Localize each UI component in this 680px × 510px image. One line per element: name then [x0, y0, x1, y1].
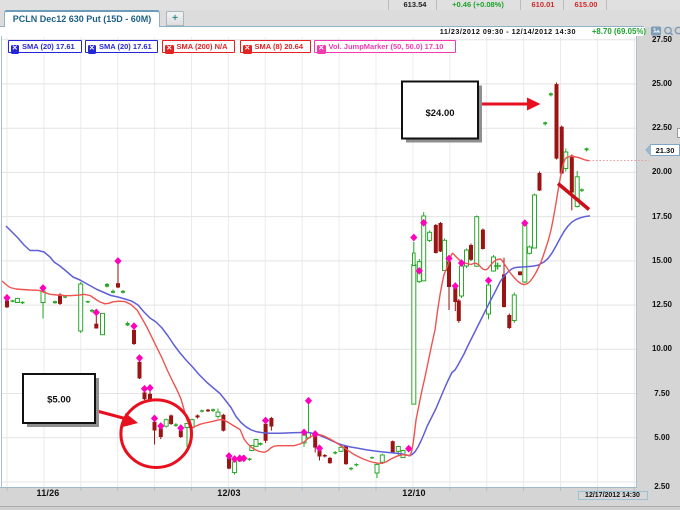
- svg-text:$5.00: $5.00: [47, 395, 71, 406]
- svg-text:$24.00: $24.00: [425, 108, 454, 119]
- svg-text:21.30: 21.30: [656, 146, 675, 155]
